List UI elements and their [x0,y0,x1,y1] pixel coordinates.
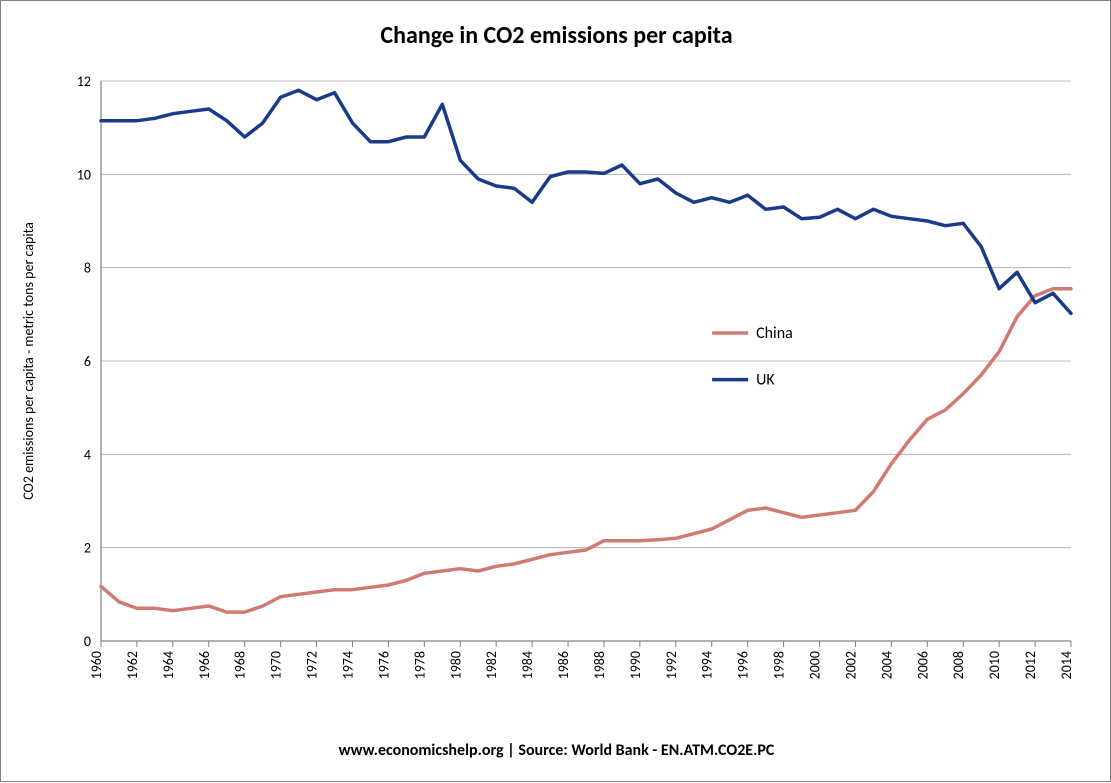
chart-svg: 0 2 4 6 8 10 12 1960 1962 1964 1966 1968 1970 1972 197… [1,1,1111,783]
xtick-label: 2008 [950,651,967,679]
xtick-label: 2004 [878,651,895,679]
xtick-label: 1964 [160,651,177,679]
ytick-label: 12 [77,73,91,90]
xtick-label: 1968 [232,651,249,679]
xtick-label: 2012 [1022,651,1039,679]
xtick-label: 1978 [411,651,428,679]
xtick-label: 1996 [735,651,752,679]
xtick-label: 1992 [663,651,680,679]
xtick-label: 1982 [483,651,500,679]
xtick-label: 1970 [268,651,285,679]
ytick-label: 8 [84,260,91,277]
legend-label-uk: UK [756,371,775,390]
xtick-label: 2010 [986,651,1003,679]
series-line-uk [101,90,1071,313]
legend-label-china: China [756,324,793,343]
ytick-label: 0 [84,633,91,650]
xtick-label: 1962 [124,651,141,679]
xtick-label: 1966 [196,651,213,679]
xtick-label: 1988 [591,651,608,679]
xtick-label: 1994 [699,651,716,679]
xtick-label: 2000 [807,651,824,679]
ytick-label: 2 [84,540,91,557]
xtick-label: 2014 [1058,651,1075,679]
xtick-label: 2002 [842,651,859,679]
xtick-label: 1974 [339,651,356,679]
series-line-china [101,289,1071,612]
xtick-label: 1972 [304,651,321,679]
y-axis-label: CO2 emissions per capita - metric tons p… [20,222,37,500]
chart-title: Change in CO2 emissions per capita [380,21,732,50]
xtick-label: 1986 [555,651,572,679]
ytick-label: 6 [84,353,91,370]
xtick-label: 2006 [914,651,931,679]
ytick-label: 10 [77,166,91,183]
xtick-label: 1960 [88,651,105,679]
xtick-label: 1990 [627,651,644,679]
xtick-label: 1998 [771,651,788,679]
chart-container: 0 2 4 6 8 10 12 1960 1962 1964 1966 1968 1970 1972 197… [0,0,1111,782]
xtick-label: 1984 [519,651,536,679]
x-axis-label: www.economicshelp.org | Source: World Ba… [339,741,775,760]
xtick-label: 1976 [375,651,392,679]
xtick-label: 1980 [447,651,464,679]
ytick-label: 4 [84,446,91,463]
